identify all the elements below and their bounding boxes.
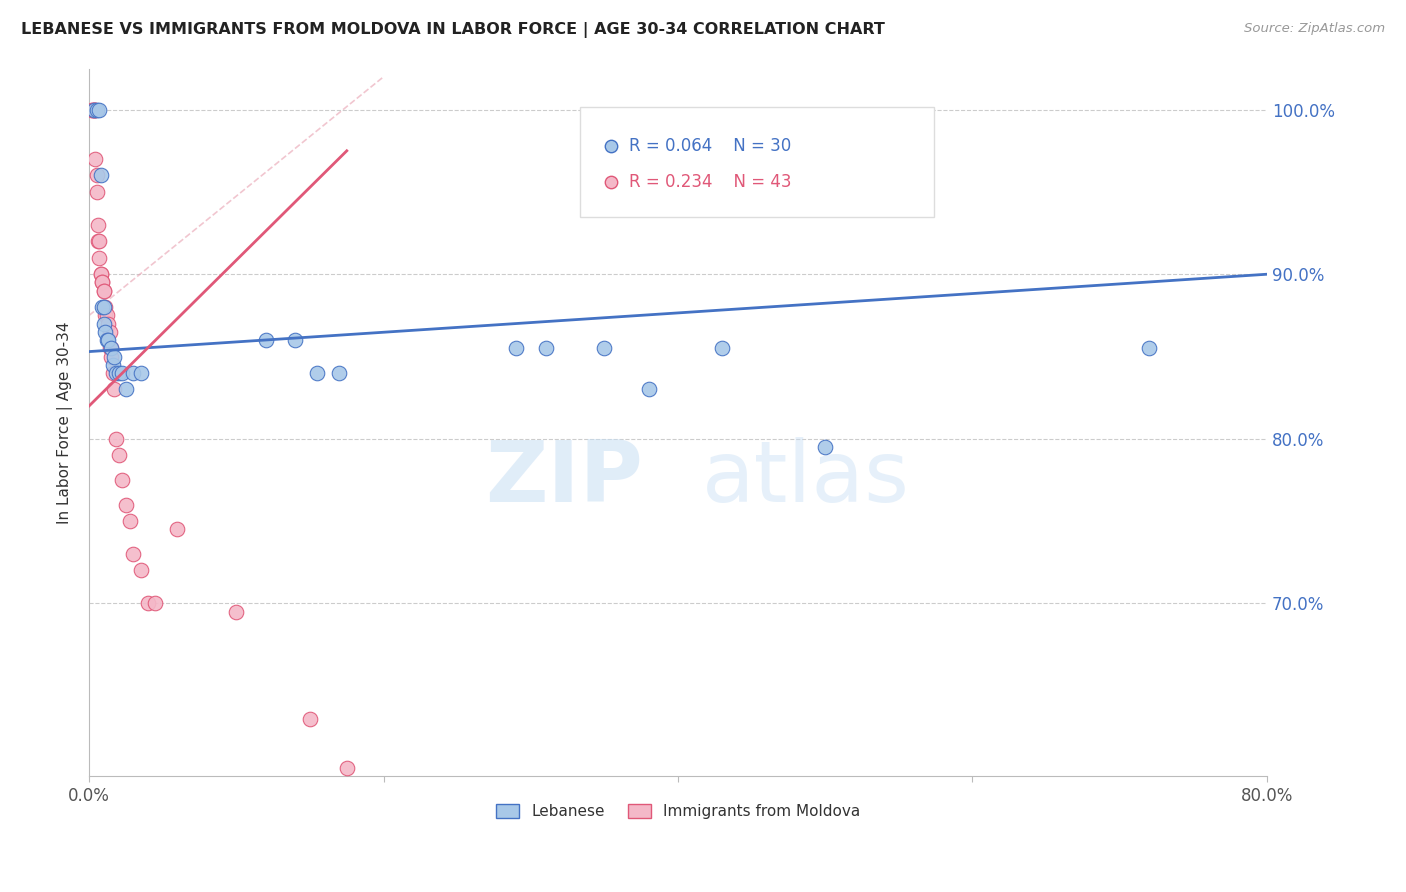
Text: Source: ZipAtlas.com: Source: ZipAtlas.com xyxy=(1244,22,1385,36)
Text: atlas: atlas xyxy=(702,437,910,520)
Point xyxy=(115,383,138,397)
Point xyxy=(86,185,108,199)
Point xyxy=(91,276,114,290)
Point xyxy=(83,103,105,117)
Point xyxy=(100,350,122,364)
Text: R = 0.064    N = 30: R = 0.064 N = 30 xyxy=(628,137,790,155)
Point xyxy=(115,498,138,512)
Point xyxy=(89,251,111,265)
Point xyxy=(100,341,122,355)
Point xyxy=(93,284,115,298)
Point xyxy=(104,432,127,446)
Point xyxy=(103,350,125,364)
Point xyxy=(730,366,752,380)
Point xyxy=(103,383,125,397)
Point xyxy=(91,300,114,314)
Point xyxy=(94,325,117,339)
Point xyxy=(225,605,247,619)
Point xyxy=(86,103,108,117)
Text: ZIP: ZIP xyxy=(485,437,643,520)
Point xyxy=(97,333,120,347)
Point xyxy=(711,341,734,355)
Point xyxy=(129,564,152,578)
Point xyxy=(84,152,107,166)
Point xyxy=(122,366,145,380)
Point xyxy=(122,547,145,561)
Point xyxy=(90,267,112,281)
Point xyxy=(94,300,117,314)
Point xyxy=(83,103,105,117)
Point xyxy=(91,276,114,290)
Point xyxy=(145,596,167,610)
Point xyxy=(336,761,359,775)
Point xyxy=(82,103,104,117)
Point xyxy=(98,325,121,339)
Point xyxy=(136,596,159,610)
Point xyxy=(104,366,127,380)
Point xyxy=(1137,341,1160,355)
Point xyxy=(93,300,115,314)
Point xyxy=(307,366,329,380)
FancyBboxPatch shape xyxy=(581,107,934,217)
Point xyxy=(90,267,112,281)
Point xyxy=(82,103,104,117)
Point xyxy=(90,169,112,183)
Point xyxy=(110,473,132,487)
Point xyxy=(101,366,124,380)
Point xyxy=(94,309,117,323)
Point xyxy=(86,169,108,183)
Point xyxy=(87,218,110,232)
Point xyxy=(83,103,105,117)
Point xyxy=(534,341,557,355)
Point xyxy=(101,358,124,372)
Point xyxy=(120,514,142,528)
Point xyxy=(166,522,188,536)
Point xyxy=(129,366,152,380)
Point xyxy=(98,341,121,355)
Point xyxy=(93,284,115,298)
Point xyxy=(107,448,129,462)
Point xyxy=(100,341,122,355)
Point xyxy=(84,103,107,117)
Point xyxy=(637,383,659,397)
Point xyxy=(96,333,118,347)
Point xyxy=(96,309,118,323)
Point xyxy=(89,103,111,117)
Point xyxy=(87,235,110,249)
Point xyxy=(328,366,350,380)
Point xyxy=(505,341,527,355)
Point xyxy=(93,317,115,331)
Point xyxy=(298,712,321,726)
Point xyxy=(93,300,115,314)
Text: R = 0.234    N = 43: R = 0.234 N = 43 xyxy=(628,173,792,191)
Point xyxy=(89,235,111,249)
Point xyxy=(110,366,132,380)
Point xyxy=(593,341,616,355)
Y-axis label: In Labor Force | Age 30-34: In Labor Force | Age 30-34 xyxy=(58,321,73,524)
Point xyxy=(97,317,120,331)
Point xyxy=(107,366,129,380)
Point xyxy=(814,440,837,454)
Point xyxy=(254,333,277,347)
Point xyxy=(84,103,107,117)
Point xyxy=(284,333,307,347)
Text: LEBANESE VS IMMIGRANTS FROM MOLDOVA IN LABOR FORCE | AGE 30-34 CORRELATION CHART: LEBANESE VS IMMIGRANTS FROM MOLDOVA IN L… xyxy=(21,22,884,38)
Legend: Lebanese, Immigrants from Moldova: Lebanese, Immigrants from Moldova xyxy=(489,797,866,825)
Point xyxy=(730,284,752,298)
